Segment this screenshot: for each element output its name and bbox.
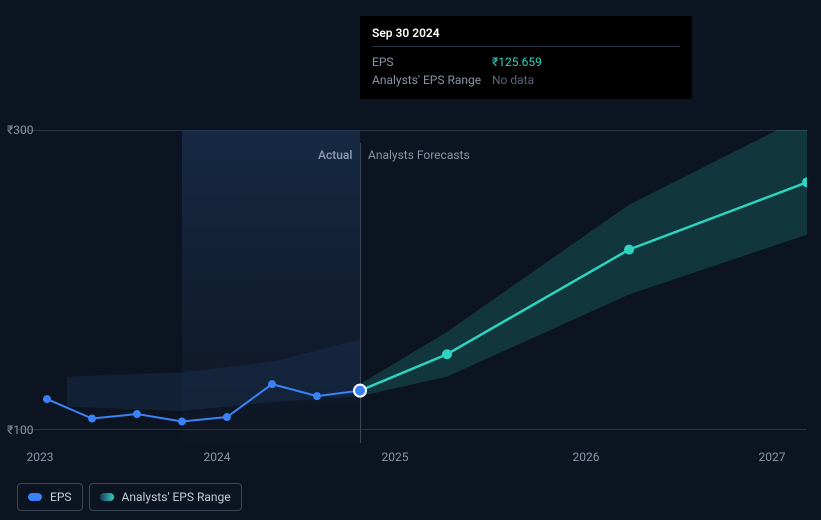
chart-tooltip: Sep 30 2024 EPS ₹125.659 Analysts' EPS R… [360,16,692,99]
legend-item-range[interactable]: Analysts' EPS Range [89,483,242,511]
legend-label-range: Analysts' EPS Range [122,490,231,504]
legend: EPS Analysts' EPS Range [17,483,242,511]
tooltip-eps-key: EPS [372,53,492,71]
x-tick: 2027 [759,450,786,464]
tooltip-eps-value: ₹125.659 [492,53,542,71]
tooltip-date: Sep 30 2024 [372,26,680,47]
eps-chart[interactable] [17,130,807,445]
x-tick: 2026 [573,450,600,464]
legend-item-eps[interactable]: EPS [17,483,83,511]
tooltip-range-key: Analysts' EPS Range [372,71,492,89]
legend-swatch-eps [28,493,42,501]
legend-swatch-range [100,493,114,501]
x-axis: 2023 2024 2025 2026 2027 [17,450,807,470]
tooltip-range-value: No data [492,71,534,89]
legend-label-eps: EPS [50,490,72,504]
x-tick: 2023 [27,450,54,464]
x-tick: 2025 [382,450,409,464]
x-tick: 2024 [204,450,231,464]
